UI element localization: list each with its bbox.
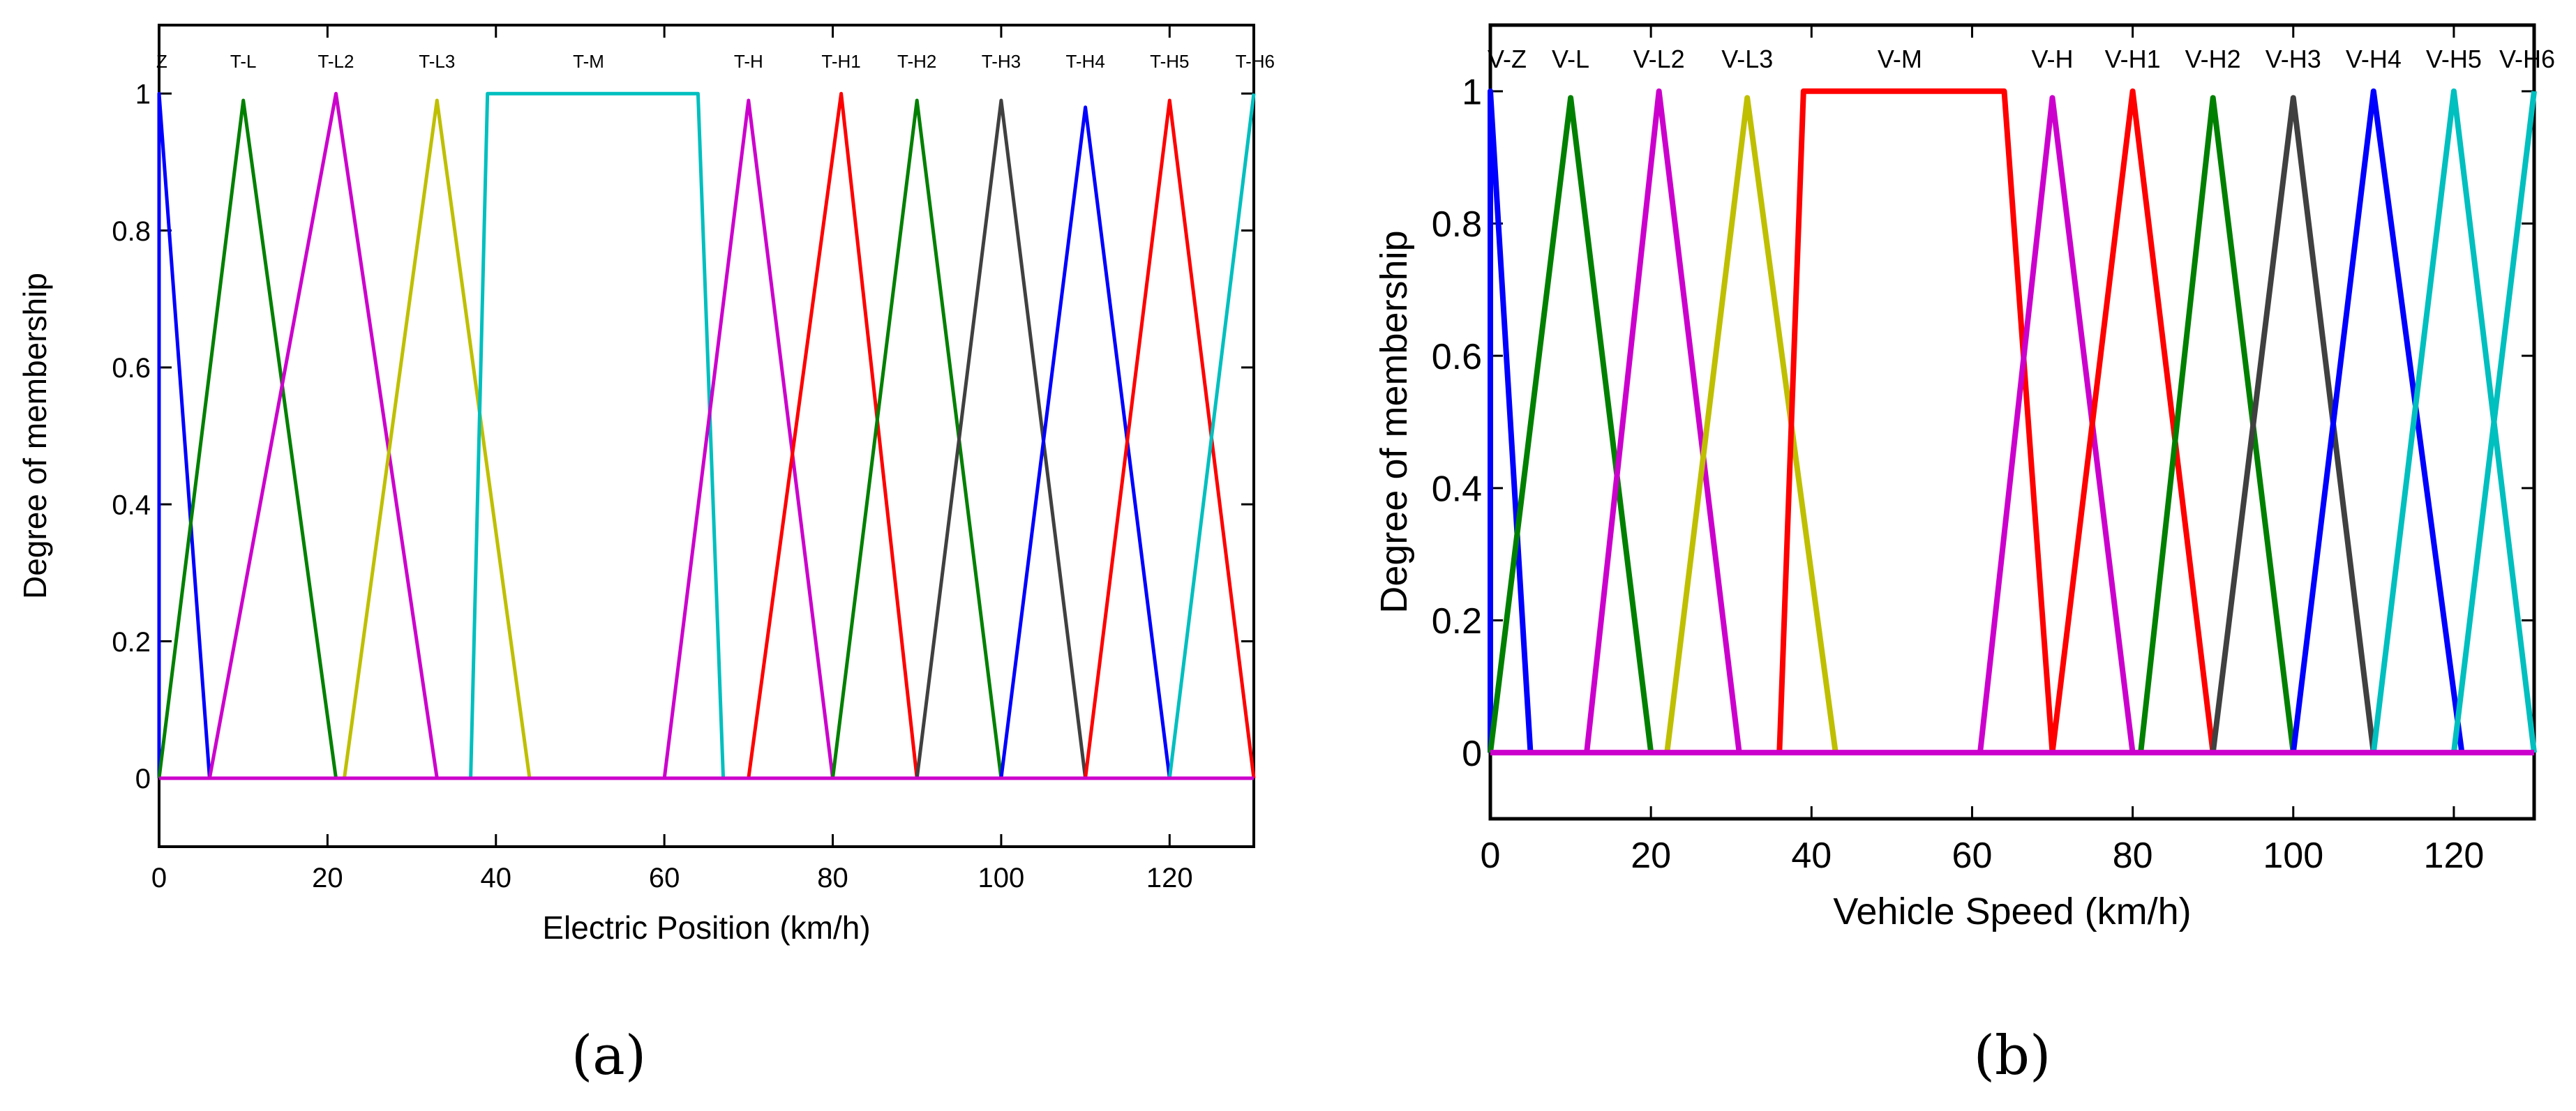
mf-curve-v-h5 bbox=[2370, 88, 2537, 753]
mf-curve-z bbox=[157, 91, 211, 778]
mf-curve-t-h6 bbox=[1167, 93, 1256, 779]
x-tick-label: 60 bbox=[649, 863, 680, 893]
mf-label: T-H4 bbox=[1065, 51, 1104, 72]
mf-curve-v-h1 bbox=[2049, 88, 2216, 753]
panel-a: 0 20 40 60 80 100 120 0 0.2 0.4 0.6 0.8 1Z T-L T-L2 T-L… bbox=[17, 24, 1275, 1087]
mf-curve-v-h2 bbox=[2138, 95, 2296, 753]
mf-curve-v-h3 bbox=[2210, 95, 2376, 753]
mf-label: T-L3 bbox=[419, 51, 455, 72]
mf-label: V-L2 bbox=[1633, 45, 1685, 73]
y-tick-label: 0 bbox=[1462, 734, 1482, 774]
mf-label: V-H6 bbox=[2499, 45, 2555, 73]
mf-label: V-L bbox=[1552, 45, 1589, 73]
mf-label: T-H bbox=[734, 51, 763, 72]
mf-label: T-H3 bbox=[982, 51, 1021, 72]
mf-curve-t-h3 bbox=[915, 98, 1088, 779]
mf-curve-t-m bbox=[469, 91, 726, 778]
y-tick-label: 0.8 bbox=[1432, 204, 1482, 245]
mf-curve-t-h2 bbox=[831, 98, 1003, 779]
mf-curve-t-l bbox=[157, 98, 338, 779]
mf-label: V-Z bbox=[1488, 45, 1527, 73]
y-axis-title: Degree of membership bbox=[1373, 230, 1415, 613]
panel-caption: (b) bbox=[1974, 1025, 2051, 1087]
x-tick-label: 100 bbox=[978, 863, 1025, 893]
x-tick-label: 80 bbox=[2113, 836, 2153, 876]
mf-curve-v-l bbox=[1488, 95, 1654, 753]
x-axis-title: Electric Position (km/h) bbox=[542, 909, 870, 946]
mf-curve-v-h4 bbox=[2290, 88, 2465, 753]
mf-label: T-L2 bbox=[317, 51, 354, 72]
mf-curve-t-h4 bbox=[999, 105, 1171, 779]
y-tick-label: 0.2 bbox=[112, 627, 151, 658]
mf-label: T-H6 bbox=[1236, 51, 1275, 72]
x-tick-label: 0 bbox=[1481, 836, 1501, 876]
mf-curve-v-l3 bbox=[1664, 95, 1839, 753]
y-tick-label: 0.4 bbox=[1432, 469, 1482, 510]
mf-curve-v-h6 bbox=[2450, 91, 2537, 753]
panel-caption: (a) bbox=[571, 1025, 646, 1087]
mf-label: T-H1 bbox=[821, 51, 860, 72]
mf-curve-v-l2 bbox=[1584, 88, 1742, 753]
y-tick-label: 0.6 bbox=[112, 353, 151, 384]
mf-curve-t-l3 bbox=[343, 98, 532, 779]
mf-label: V-H1 bbox=[2105, 45, 2161, 73]
mf-curve-t-l2 bbox=[207, 91, 439, 779]
mf-label: V-L3 bbox=[1721, 45, 1773, 73]
x-tick-label: 80 bbox=[817, 863, 848, 893]
x-tick-label: 60 bbox=[1952, 836, 1993, 876]
mf-curve-t-h5 bbox=[1084, 98, 1256, 779]
y-tick-label: 0.8 bbox=[112, 216, 151, 247]
x-tick-label: 40 bbox=[481, 863, 512, 893]
x-tick-label: 40 bbox=[1791, 836, 1832, 876]
mf-label: T-H2 bbox=[897, 51, 936, 72]
mf-label: T-M bbox=[573, 51, 604, 72]
y-tick-label: 0 bbox=[135, 764, 151, 794]
x-tick-label: 120 bbox=[2424, 836, 2485, 876]
y-tick-label: 0.4 bbox=[112, 490, 151, 521]
mf-label: V-H3 bbox=[2266, 45, 2321, 73]
mf-label: V-H5 bbox=[2426, 45, 2482, 73]
mf-label: V-H2 bbox=[2185, 45, 2241, 73]
y-tick-label: 1 bbox=[135, 80, 151, 110]
panel-b: 0 20 40 60 80 100 120 0 0.2 0.4 0.6 0.8 1V-Z V-L V-L2 V… bbox=[1373, 23, 2555, 1087]
x-tick-label: 100 bbox=[2263, 836, 2323, 876]
mf-label: V-H bbox=[2032, 45, 2074, 73]
x-tick-label: 20 bbox=[312, 863, 343, 893]
mf-label: T-H5 bbox=[1150, 51, 1189, 72]
mf-label: V-H4 bbox=[2346, 45, 2402, 73]
y-tick-label: 0.2 bbox=[1432, 601, 1482, 642]
mf-curve-t-h1 bbox=[747, 91, 919, 779]
mf-curve-t-h bbox=[662, 98, 834, 779]
mf-label: V-M bbox=[1878, 45, 1922, 73]
mf-curve-v-m bbox=[1776, 88, 2055, 753]
mf-curve-v-h bbox=[1977, 95, 2136, 753]
x-axis-title: Vehicle Speed (km/h) bbox=[1833, 891, 2191, 932]
mf-label: Z bbox=[156, 51, 167, 72]
y-axis-title: Degree of membership bbox=[17, 273, 53, 599]
y-tick-label: 1 bbox=[1462, 73, 1482, 113]
x-tick-label: 0 bbox=[151, 863, 167, 893]
mf-label: T-L bbox=[230, 51, 257, 72]
x-tick-label: 120 bbox=[1146, 863, 1193, 893]
x-tick-label: 20 bbox=[1631, 836, 1671, 876]
y-tick-label: 0.6 bbox=[1432, 337, 1482, 377]
